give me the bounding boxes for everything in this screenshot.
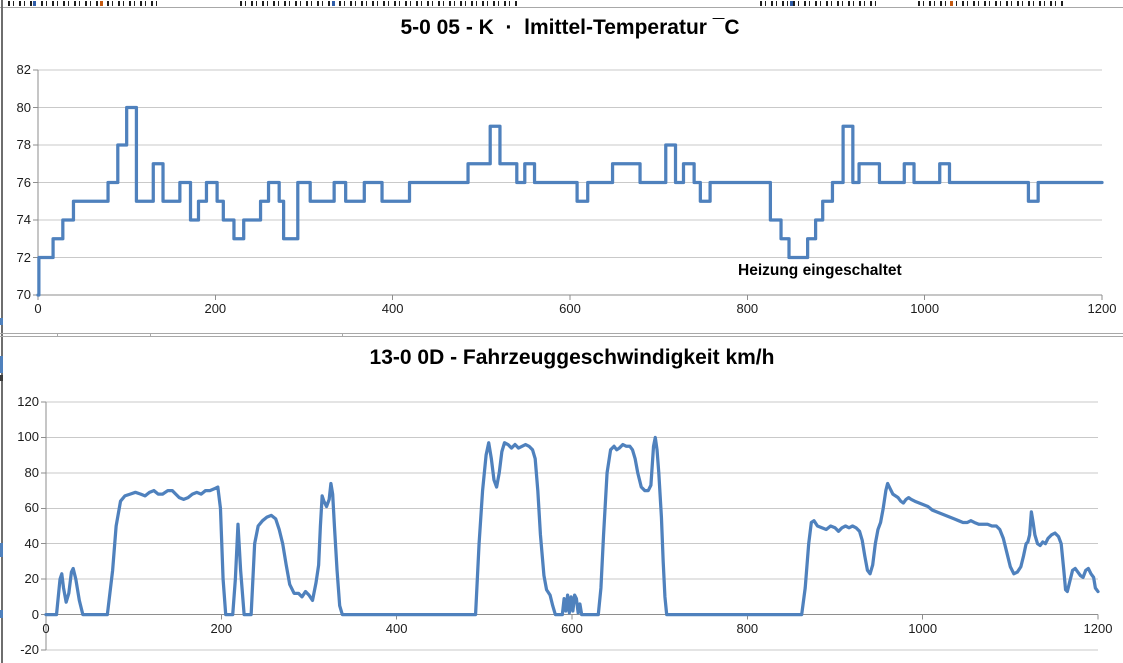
chart-separator-line <box>0 336 1123 337</box>
x-tick-label: 0 <box>42 620 50 636</box>
cell-border-tick <box>57 333 58 337</box>
y-tick-label: 70 <box>16 287 31 302</box>
clipped-text-fragment <box>760 1 880 6</box>
y-tick-label: 72 <box>16 249 31 265</box>
window-left-border <box>1 0 3 663</box>
y-tick-label: 60 <box>24 500 39 516</box>
y-tick-label: 100 <box>17 429 39 445</box>
chart-separator-line <box>0 333 1123 334</box>
x-tick-label: 1200 <box>1083 620 1113 636</box>
clipped-text-fragment <box>918 1 1063 6</box>
clipped-text-fragment <box>332 1 335 6</box>
y-tick-label: 80 <box>24 464 39 480</box>
clipped-left-content <box>0 318 3 325</box>
y-tick-label: 74 <box>16 212 31 227</box>
clipped-text-fragment <box>240 1 520 6</box>
x-tick-label: 1000 <box>908 620 938 636</box>
cell-border-tick <box>342 333 343 337</box>
clipped-left-content <box>0 375 3 381</box>
y-tick-label: 40 <box>24 535 39 551</box>
clipped-left-content <box>0 610 3 618</box>
x-tick-label: 800 <box>736 301 759 316</box>
x-tick-label: 600 <box>559 301 581 316</box>
x-tick-label: 0 <box>34 301 42 316</box>
clipped-left-content <box>0 356 3 373</box>
x-tick-label: 1200 <box>1087 301 1117 316</box>
chart-title: 5-0 05 - K · lmittel-Temperatur ¯C <box>400 16 740 39</box>
x-tick-label: 800 <box>736 620 759 636</box>
chart-annotation: Heizung eingeschaltet <box>738 262 902 279</box>
y-tick-label: 82 <box>16 62 31 77</box>
y-tick-label: 80 <box>16 99 31 115</box>
y-tick-label: 20 <box>24 571 39 587</box>
y-tick-label: 78 <box>16 137 31 152</box>
x-tick-label: 400 <box>385 620 408 636</box>
x-tick-label: 200 <box>204 301 227 316</box>
y-tick-label: -20 <box>20 642 39 657</box>
row-border-line <box>0 7 1123 8</box>
chart-title: 13-0 0D - Fahrzeuggeschwindigkeit km/h <box>369 346 775 369</box>
y-tick-label: 120 <box>17 394 39 409</box>
cell-border-tick <box>150 333 151 337</box>
clipped-text-fragment <box>950 1 953 6</box>
clipped-text-fragment <box>33 1 36 6</box>
x-tick-label: 200 <box>210 620 233 636</box>
clipped-left-content <box>0 543 3 557</box>
y-tick-label: 76 <box>16 174 31 190</box>
x-tick-label: 1000 <box>910 301 940 316</box>
clipped-text-fragment <box>790 1 793 6</box>
x-tick-label: 400 <box>381 301 404 316</box>
clipped-text-fragment <box>100 1 103 6</box>
x-tick-label: 600 <box>561 620 583 636</box>
y-tick-label: 0 <box>31 606 39 622</box>
clipped-text-fragment <box>8 1 160 6</box>
